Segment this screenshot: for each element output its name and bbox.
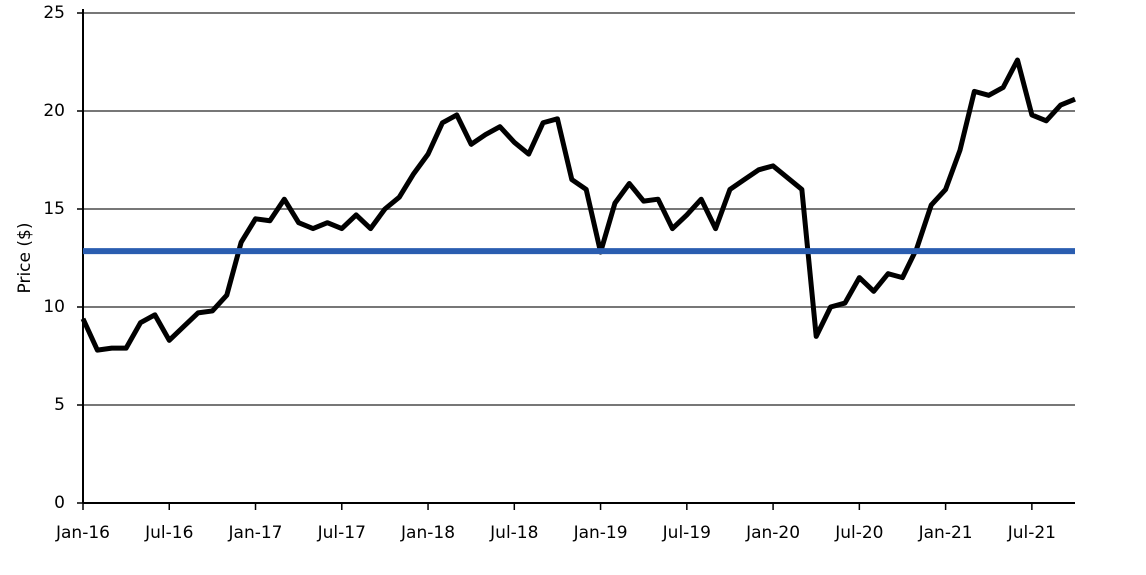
x-tick-label: Jul-16 — [144, 523, 193, 543]
x-tick-label: Jul-21 — [1007, 523, 1056, 543]
x-tick-label: Jul-17 — [317, 523, 366, 543]
x-tick-label: Jan-16 — [55, 523, 110, 543]
x-tick-label: Jan-17 — [228, 523, 283, 543]
x-tick-label: Jul-18 — [489, 523, 538, 543]
y-tick-label: 0 — [54, 493, 65, 513]
x-tick-label: Jul-19 — [662, 523, 711, 543]
y-tick-label: 5 — [54, 395, 65, 415]
y-tick-label: 15 — [43, 199, 65, 219]
price-line — [80, 57, 1076, 353]
x-tick-label: Jan-20 — [745, 523, 800, 543]
y-tick-label: 20 — [43, 101, 65, 121]
y-axis-label: Price ($) — [15, 223, 35, 294]
x-tick-label: Jan-18 — [400, 523, 455, 543]
y-tick-label: 25 — [43, 3, 65, 23]
x-tick-label: Jul-20 — [834, 523, 883, 543]
y-tick-label: 10 — [43, 297, 65, 317]
x-tick-label: Jan-21 — [918, 523, 973, 543]
x-tick-label: Jan-19 — [573, 523, 628, 543]
